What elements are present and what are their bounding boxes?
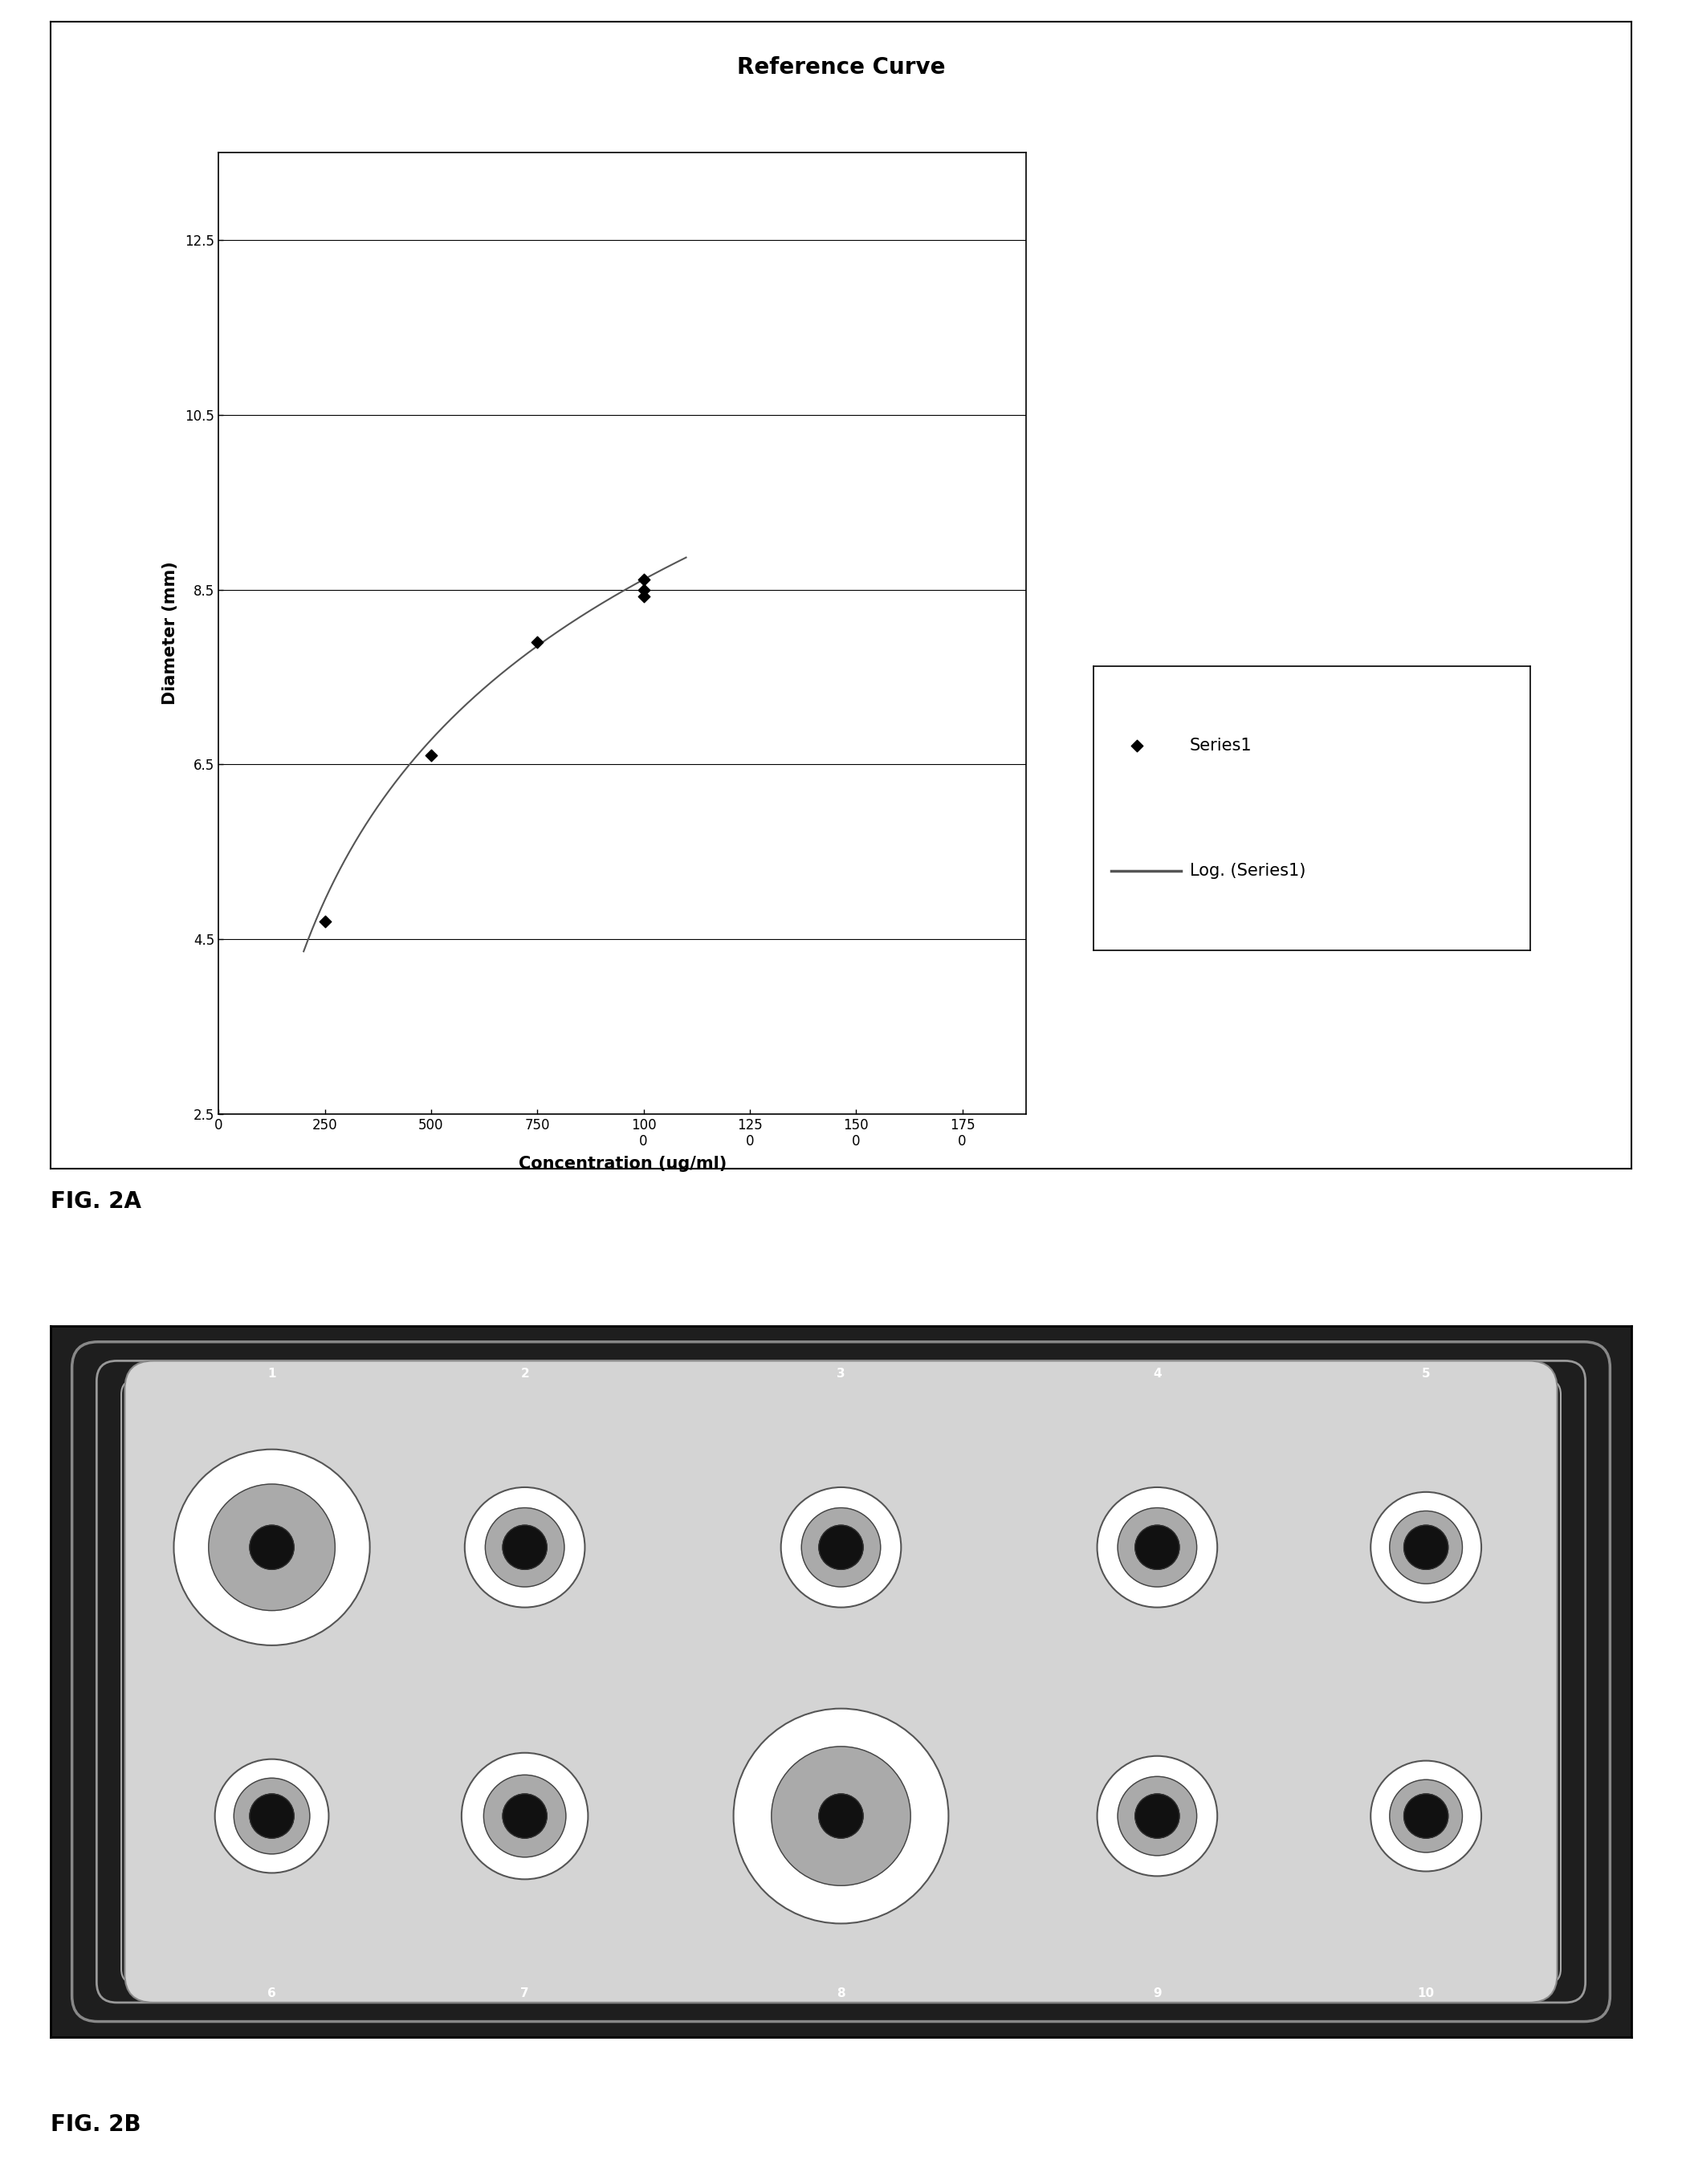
Circle shape	[1389, 1511, 1462, 1583]
Text: FIG. 2B: FIG. 2B	[50, 2114, 141, 2136]
Text: Log. (Series1): Log. (Series1)	[1189, 863, 1305, 878]
Text: 3: 3	[836, 1367, 846, 1380]
Circle shape	[819, 1793, 863, 1839]
Text: Series1: Series1	[1189, 738, 1251, 753]
Circle shape	[733, 1708, 949, 1924]
Circle shape	[1117, 1776, 1198, 1856]
Text: R² = 0.9925: R² = 0.9925	[784, 262, 898, 282]
Point	[631, 572, 658, 607]
Circle shape	[461, 1754, 589, 1878]
Circle shape	[1117, 1507, 1198, 1588]
Circle shape	[209, 1485, 335, 1610]
Text: 1: 1	[267, 1367, 276, 1380]
Circle shape	[772, 1747, 910, 1885]
Point	[631, 579, 658, 614]
Text: 9: 9	[1152, 1987, 1162, 1998]
Circle shape	[249, 1524, 294, 1570]
Text: 4: 4	[1152, 1367, 1162, 1380]
Point	[631, 561, 658, 596]
Point	[523, 625, 550, 660]
Text: 8: 8	[836, 1987, 846, 1998]
Circle shape	[1404, 1793, 1448, 1839]
Circle shape	[1135, 1524, 1179, 1570]
Circle shape	[801, 1507, 881, 1588]
Text: y = 2.6449Ln(x) - 9.6539: y = 2.6449Ln(x) - 9.6539	[722, 159, 960, 179]
X-axis label: Concentration (ug/ml): Concentration (ug/ml)	[518, 1155, 727, 1171]
Circle shape	[1404, 1524, 1448, 1570]
Circle shape	[1371, 1760, 1482, 1872]
Circle shape	[503, 1793, 547, 1839]
Circle shape	[484, 1776, 565, 1856]
Circle shape	[819, 1524, 863, 1570]
FancyBboxPatch shape	[124, 1361, 1558, 2003]
Text: 5: 5	[1421, 1367, 1430, 1380]
Y-axis label: Diameter (mm): Diameter (mm)	[161, 561, 178, 705]
Circle shape	[1389, 1780, 1462, 1852]
Text: 2: 2	[520, 1367, 530, 1380]
Circle shape	[1097, 1756, 1218, 1876]
Circle shape	[1097, 1487, 1218, 1607]
Circle shape	[215, 1758, 328, 1874]
Text: Reference Curve: Reference Curve	[737, 57, 945, 79]
FancyBboxPatch shape	[24, 1299, 1658, 2064]
Circle shape	[1135, 1793, 1179, 1839]
Text: 10: 10	[1418, 1987, 1435, 1998]
Circle shape	[503, 1524, 547, 1570]
Circle shape	[249, 1793, 294, 1839]
Text: FIG. 2A: FIG. 2A	[50, 1190, 141, 1212]
Circle shape	[486, 1507, 563, 1588]
Point	[417, 738, 444, 773]
Point	[311, 904, 338, 939]
Text: 6: 6	[267, 1987, 276, 1998]
Circle shape	[1371, 1492, 1482, 1603]
Circle shape	[234, 1778, 309, 1854]
Circle shape	[780, 1487, 902, 1607]
Text: 7: 7	[520, 1987, 530, 1998]
Circle shape	[173, 1450, 370, 1645]
Circle shape	[464, 1487, 585, 1607]
